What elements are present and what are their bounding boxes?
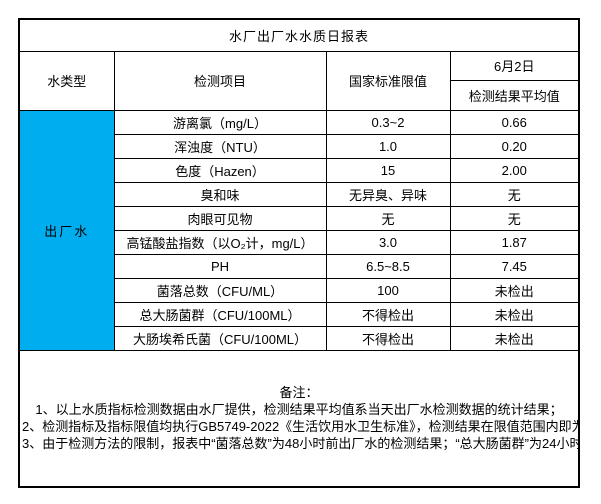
title-row: 水厂出厂水水质日报表	[18, 18, 580, 52]
report-title: 水厂出厂水水质日报表	[18, 18, 580, 52]
standard-limit-value: 不得检出	[325, 325, 451, 351]
header-national-standard: 国家标准限值	[325, 50, 451, 111]
result-value: 2.00	[449, 157, 580, 183]
header-test-item: 检测项目	[113, 50, 327, 111]
table-row: 总大肠菌群（CFU/100ML） 不得检出 未检出	[19, 301, 580, 327]
item-label: 总大肠菌群（CFU/100ML）	[113, 301, 327, 327]
table-row: 浑浊度（NTU） 1.0 0.20	[19, 133, 580, 159]
table-row: 色度（Hazen） 15 2.00	[19, 157, 580, 183]
item-label: 浑浊度（NTU）	[113, 133, 327, 159]
result-value: 0.66	[449, 109, 580, 135]
standard-limit-value: 不得检出	[325, 301, 451, 327]
water-type-merged-cell: 出厂水	[18, 109, 115, 351]
result-value: 未检出	[449, 277, 580, 303]
table-row: 肉眼可见物 无 无	[19, 205, 580, 231]
item-label: 臭和味	[113, 181, 327, 207]
standard-limit-value: 6.5~8.5	[325, 253, 451, 279]
table-row: PH 6.5~8.5 7.45	[19, 253, 580, 279]
water-quality-table: 水厂出厂水水质日报表 水类型 检测项目 国家标准限值 6月2日 检测结果平均值 …	[18, 18, 581, 488]
table-row: 出厂水 游离氯（mg/L） 0.3~2 0.66	[18, 109, 580, 351]
item-label: PH	[113, 253, 327, 279]
notes-section: 备注： 1、以上水质指标检测数据由水厂提供，检测结果平均值系当天出厂水检测数据的…	[18, 349, 580, 488]
standard-limit-value: 无	[325, 205, 451, 231]
table-row: 臭和味 无异臭、异味 无	[19, 181, 580, 207]
item-label: 高锰酸盐指数（以O₂计，mg/L）	[113, 229, 327, 255]
note-1: 1、以上水质指标检测数据由水厂提供，检测结果平均值系当天出厂水检测数据的统计结果…	[35, 402, 563, 418]
item-label: 大肠埃希氏菌（CFU/100ML）	[113, 325, 327, 351]
table-row: 大肠埃希氏菌（CFU/100ML） 不得检出 未检出	[19, 325, 580, 351]
item-label: 菌落总数（CFU/ML）	[113, 277, 327, 303]
result-value: 无	[449, 181, 580, 207]
header-row-1: 水类型 检测项目 国家标准限值 6月2日	[18, 50, 580, 111]
item-label: 游离氯（mg/L）	[113, 109, 327, 135]
result-value: 未检出	[449, 301, 580, 327]
item-label: 肉眼可见物	[113, 205, 327, 231]
standard-limit-value: 15	[325, 157, 451, 183]
result-value: 无	[449, 205, 580, 231]
notes-label: 备注：	[279, 385, 319, 401]
result-value: 1.87	[449, 229, 580, 255]
header-water-type: 水类型	[18, 50, 115, 111]
header-result-average: 检测结果平均值	[449, 79, 580, 111]
result-value: 7.45	[449, 253, 580, 279]
result-value: 0.20	[449, 133, 580, 159]
standard-limit-value: 无异臭、异味	[325, 181, 451, 207]
note-2: 2、检测指标及指标限值均执行GB5749-2022《生活饮用水卫生标准》，检测结…	[22, 419, 580, 435]
standard-limit-value: 3.0	[325, 229, 451, 255]
table-row: 菌落总数（CFU/ML） 100 未检出	[19, 277, 580, 303]
result-value: 未检出	[449, 325, 580, 351]
table-row: 高锰酸盐指数（以O₂计，mg/L） 3.0 1.87	[19, 229, 580, 255]
notes-row: 备注： 1、以上水质指标检测数据由水厂提供，检测结果平均值系当天出厂水检测数据的…	[18, 349, 580, 488]
header-date: 6月2日	[449, 50, 580, 81]
header-row-2: 检测结果平均值	[19, 79, 580, 111]
standard-limit-value: 1.0	[325, 133, 451, 159]
standard-limit-value: 0.3~2	[325, 109, 451, 135]
standard-limit-value: 100	[325, 277, 451, 303]
item-label: 色度（Hazen）	[113, 157, 327, 183]
note-3: 3、由于检测方法的限制，报表中“菌落总数”为48小时前出厂水的检测结果；“总大肠…	[22, 436, 578, 452]
